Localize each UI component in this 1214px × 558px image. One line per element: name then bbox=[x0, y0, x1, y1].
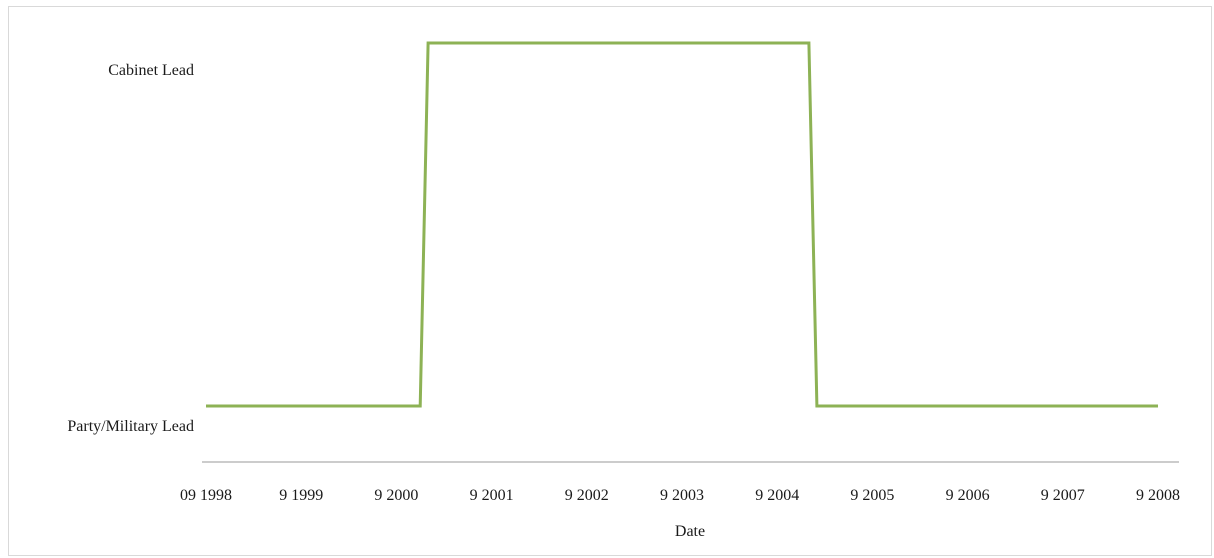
x-tick-label: 9 2002 bbox=[565, 487, 609, 504]
x-tick-label: 9 1999 bbox=[279, 487, 323, 504]
chart-frame bbox=[8, 6, 1212, 556]
y-category-labels: Party/Military Lead Cabinet Lead bbox=[67, 62, 194, 435]
y-category-label: Cabinet Lead bbox=[108, 62, 194, 79]
x-tick-label: 09 1998 bbox=[180, 487, 232, 504]
x-tick-label: 9 2000 bbox=[374, 487, 418, 504]
x-tick-label: 9 2004 bbox=[755, 487, 799, 504]
x-tick-labels: 09 1998 9 1999 9 2000 9 2001 9 2002 9 2003 9 2… bbox=[180, 487, 1180, 504]
x-tick-label: 9 2001 bbox=[470, 487, 514, 504]
series-layer bbox=[206, 41, 1158, 408]
x-tick-label: 9 2005 bbox=[850, 487, 894, 504]
x-tick-label: 9 2003 bbox=[660, 487, 704, 504]
x-tick-label: 9 2008 bbox=[1136, 487, 1180, 504]
series-line bbox=[206, 41, 1158, 408]
y-category-label: Party/Military Lead bbox=[67, 418, 194, 435]
x-tick-label: 9 2007 bbox=[1041, 487, 1085, 504]
x-tick-label: 9 2006 bbox=[946, 487, 990, 504]
x-axis-title: Date bbox=[675, 523, 705, 540]
